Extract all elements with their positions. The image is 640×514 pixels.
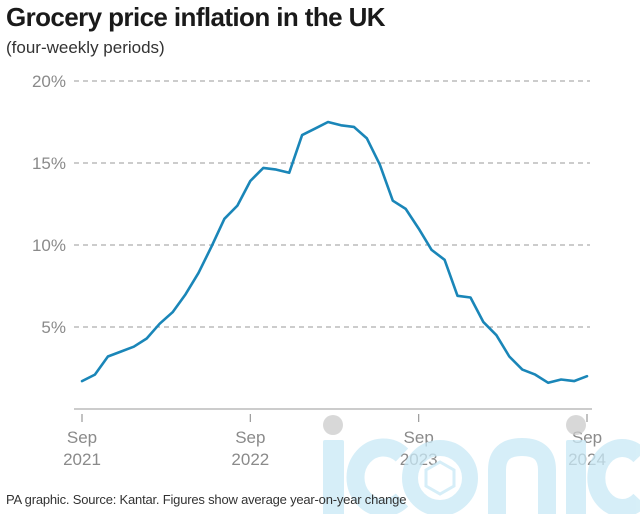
y-tick-label: 15% [32, 154, 66, 173]
x-tick-label: 2021 [63, 450, 101, 469]
x-tick-label: 2023 [400, 450, 438, 469]
gridlines [74, 80, 590, 328]
chart-subtitle: (four-weekly periods) [6, 38, 165, 57]
y-tick-label: 5% [41, 318, 66, 337]
x-tick-label: 2022 [231, 450, 269, 469]
x-tick-label: Sep [572, 428, 602, 447]
x-tick-label: 2024 [568, 450, 606, 469]
source-note: PA graphic. Source: Kantar. Figures show… [6, 492, 407, 507]
chart-title: Grocery price inflation in the UK [6, 2, 386, 32]
x-tick-label: Sep [67, 428, 97, 447]
y-axis-labels: 5% 10% 15% 20% [32, 72, 66, 337]
x-tick-label: Sep [235, 428, 265, 447]
y-tick-label: 10% [32, 236, 66, 255]
series-layer [80, 120, 589, 385]
series-line [80, 120, 589, 385]
y-tick-label: 20% [32, 72, 66, 91]
x-tick-label: Sep [404, 428, 434, 447]
x-axis: Sep 2021 Sep 2022 Sep 2023 Sep 2024 [63, 408, 606, 469]
